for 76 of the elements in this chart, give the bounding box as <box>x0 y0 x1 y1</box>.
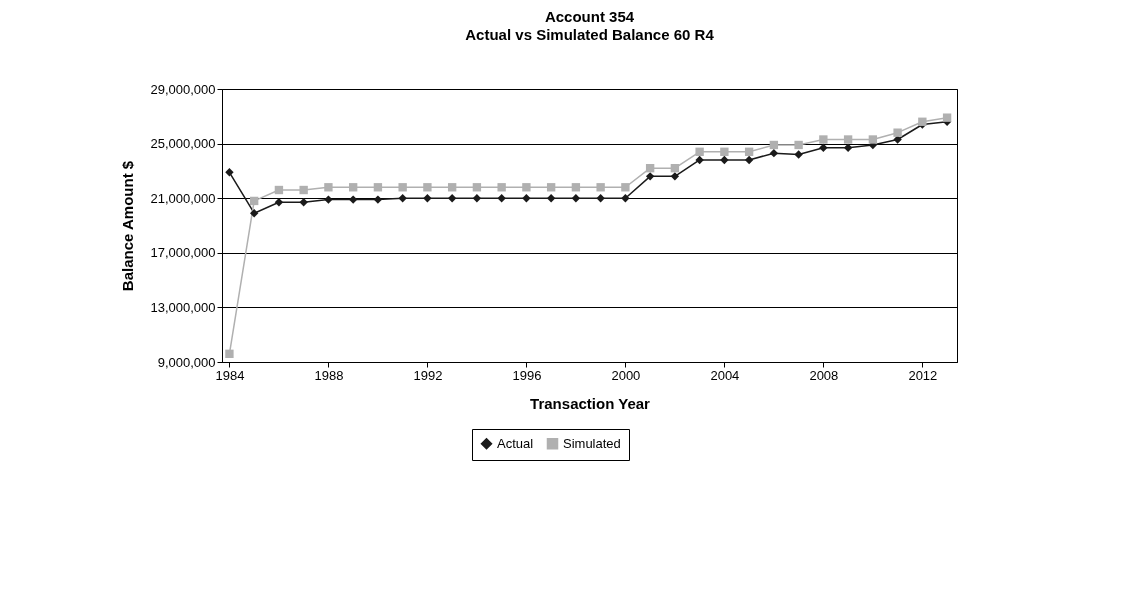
point <box>744 147 754 156</box>
x-tick-label: 2004 <box>710 367 740 383</box>
y-axis-title: Balance Amount $ <box>119 160 137 292</box>
point <box>348 195 358 204</box>
chart-title: Account 354 <box>544 8 635 25</box>
point <box>299 185 308 195</box>
point <box>225 349 234 358</box>
point <box>571 183 581 192</box>
point <box>274 198 284 207</box>
y-tick-label: 9,000,000 <box>157 354 216 370</box>
y-tick-label: 29,000,000 <box>150 81 216 97</box>
point <box>720 155 729 165</box>
chart-subtitle: Actual vs Simulated Balance 60 R4 <box>465 26 715 43</box>
point <box>645 163 655 173</box>
point <box>249 209 259 218</box>
point <box>621 194 630 203</box>
point <box>447 194 457 203</box>
x-tick-label: 2008 <box>809 367 839 383</box>
point <box>324 183 333 192</box>
x-tick-label: 1996 <box>512 367 542 383</box>
x-tick-label: 2012 <box>908 367 938 383</box>
point <box>373 195 383 204</box>
y-tick-label: 17,000,000 <box>150 245 216 261</box>
point <box>225 168 234 177</box>
point <box>398 183 407 192</box>
point <box>373 183 383 192</box>
point <box>249 196 259 206</box>
point <box>472 183 482 192</box>
point <box>868 135 878 144</box>
point <box>794 140 803 150</box>
point <box>769 148 779 158</box>
point <box>720 147 729 156</box>
legend-label: Simulated <box>563 435 621 451</box>
point <box>695 155 704 165</box>
point <box>522 194 531 203</box>
point <box>423 194 432 203</box>
point <box>546 194 556 203</box>
point <box>546 183 556 192</box>
point <box>769 140 779 150</box>
x-axis-title: Transaction Year <box>530 394 651 412</box>
y-tick-label: 13,000,000 <box>150 299 216 315</box>
y-tick-label: 25,000,000 <box>150 136 216 152</box>
point <box>447 183 457 192</box>
point <box>423 183 432 192</box>
point <box>744 155 754 165</box>
point <box>942 113 952 122</box>
point <box>819 143 828 152</box>
point <box>670 163 680 173</box>
point <box>324 195 333 204</box>
x-tick-label: 1984 <box>215 367 245 383</box>
point <box>299 198 308 207</box>
point <box>670 172 680 181</box>
y-tick-label: 21,000,000 <box>150 190 216 206</box>
point <box>497 183 506 192</box>
point <box>843 143 853 152</box>
point <box>893 135 902 144</box>
x-tick-label: 1988 <box>314 367 344 383</box>
point <box>645 172 655 181</box>
point <box>621 183 630 192</box>
point <box>794 150 803 159</box>
point <box>843 135 853 144</box>
point <box>893 128 902 137</box>
point <box>571 194 581 203</box>
point <box>596 183 605 192</box>
point <box>398 194 407 203</box>
point <box>348 183 358 192</box>
point <box>596 194 605 203</box>
point <box>472 194 482 203</box>
point <box>695 147 704 156</box>
point <box>522 183 531 192</box>
point <box>274 185 284 195</box>
x-tick-label: 2000 <box>611 367 641 383</box>
point <box>497 194 506 203</box>
legend-label: Actual <box>497 435 534 451</box>
point <box>819 135 828 144</box>
x-tick-label: 1992 <box>413 367 443 383</box>
